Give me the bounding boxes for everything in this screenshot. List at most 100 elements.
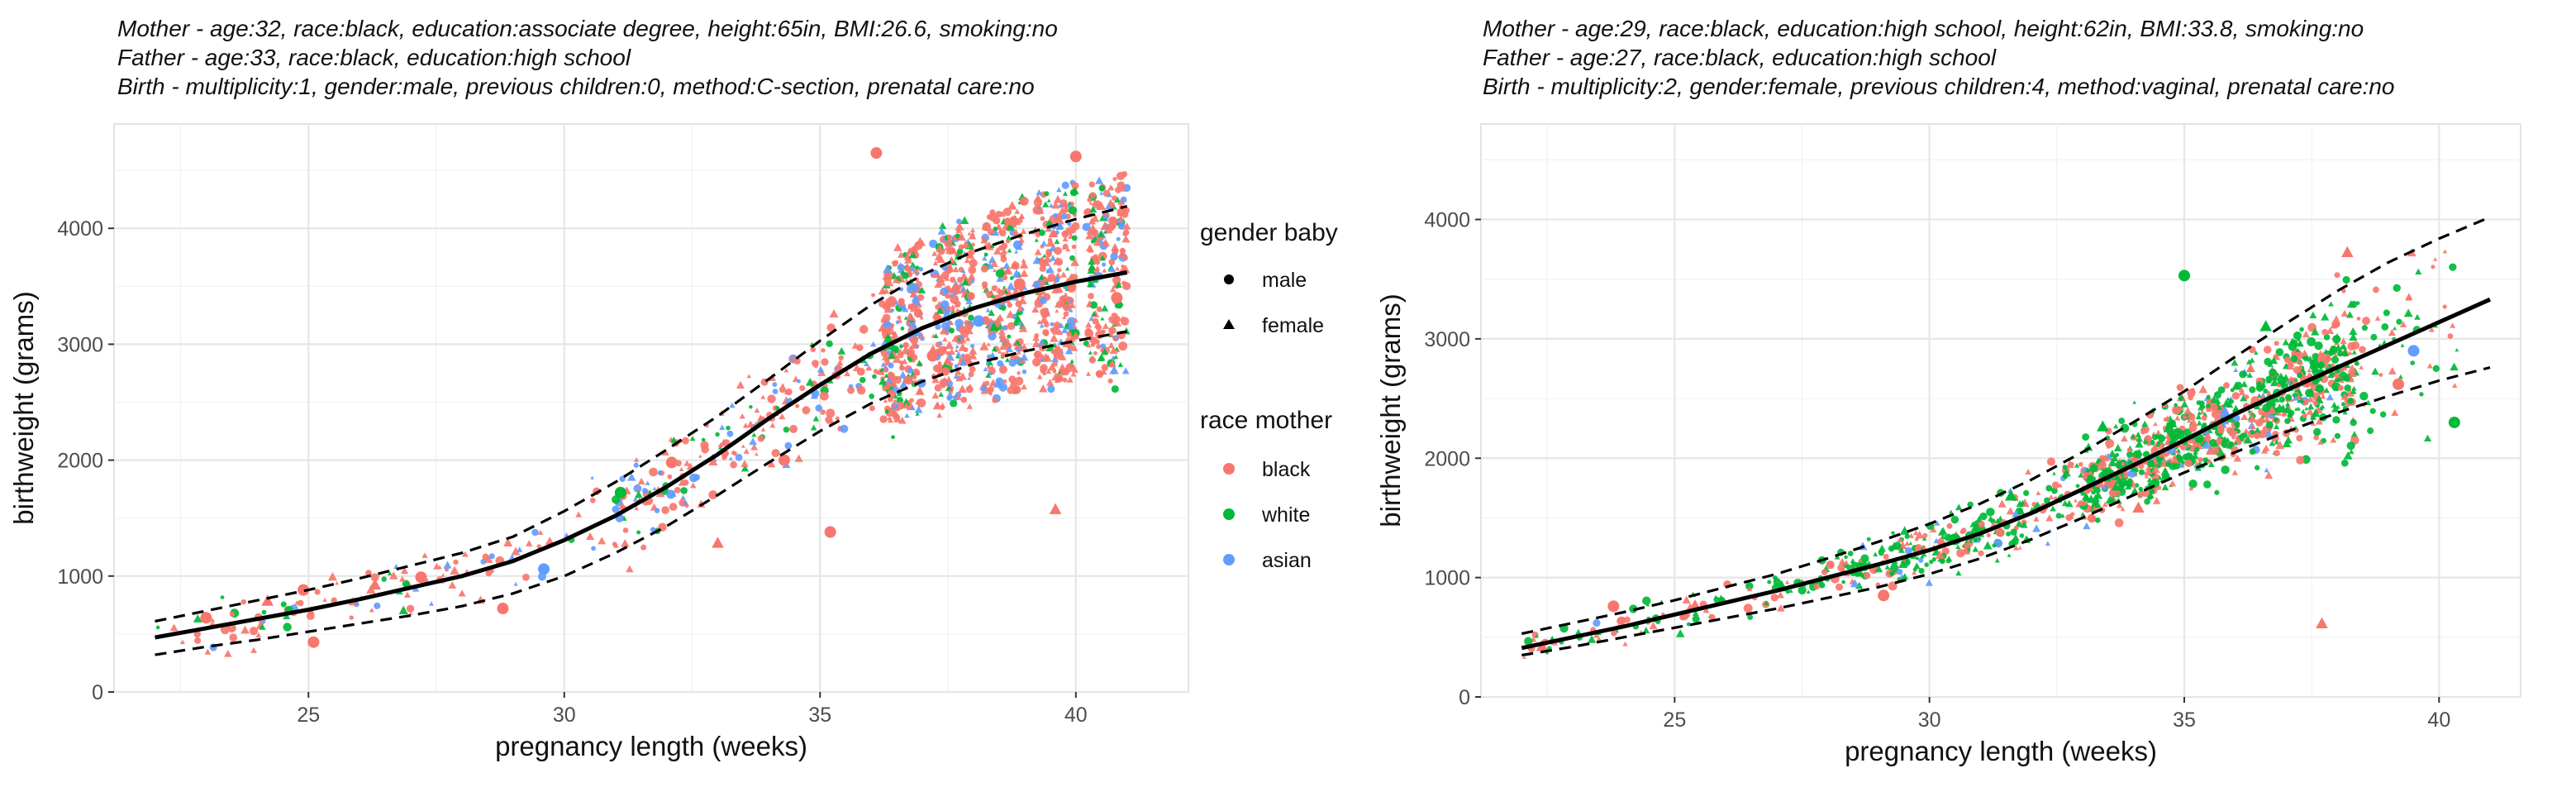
scatter-point (937, 340, 944, 346)
scatter-point (193, 630, 201, 638)
y-tick-label: 3000 (57, 333, 103, 356)
scatter-point (893, 243, 902, 251)
subtitle-line: Mother - age:32, race:black, education:a… (117, 16, 1058, 41)
scatter-point (2333, 315, 2340, 321)
scatter-point (2211, 410, 2220, 418)
scatter-point (2254, 403, 2261, 410)
scatter-point (2106, 468, 2111, 473)
scatter-point (1019, 196, 1029, 206)
scatter-point (2020, 498, 2030, 508)
scatter-point (1014, 208, 1021, 214)
scatter-point (2284, 401, 2291, 407)
scatter-point (2433, 257, 2438, 261)
scatter-point (1014, 354, 1020, 360)
scatter-point (2447, 333, 2454, 340)
scatter-point (2202, 422, 2207, 428)
scatter-point (965, 298, 974, 305)
scatter-point (1972, 546, 1979, 552)
scatter-point (943, 355, 953, 365)
scatter-point (1120, 315, 1126, 321)
scatter-point (1071, 235, 1078, 241)
scatter-point (2155, 433, 2160, 439)
scatter-point (851, 341, 859, 349)
scatter-point (2205, 406, 2212, 413)
scatter-point (2153, 422, 2158, 427)
scatter-point (1935, 550, 1945, 559)
scatter-point (1055, 308, 1059, 313)
scatter-point (2343, 375, 2350, 382)
scatter-point (902, 306, 909, 313)
x-tick-label: 30 (1918, 709, 1941, 732)
scatter-point (1649, 622, 1658, 630)
scatter-point (2259, 417, 2265, 423)
scatter-point (2320, 394, 2326, 399)
scatter-point (1873, 551, 1878, 557)
scatter-point (633, 484, 642, 493)
scatter-point (2359, 346, 2366, 354)
scatter-point (934, 280, 943, 289)
scatter-point (772, 382, 778, 388)
scatter-point (2284, 394, 2293, 401)
scatter-point (1122, 255, 1128, 261)
scatter-point (915, 272, 919, 276)
scatter-point (788, 398, 793, 402)
scatter-point (2197, 456, 2203, 463)
scatter-point (1931, 557, 1936, 562)
scatter-point (636, 488, 640, 492)
scatter-point (2012, 509, 2021, 518)
scatter-point (1100, 343, 1107, 349)
x-tick-label: 40 (2427, 709, 2450, 732)
scatter-point (2450, 322, 2456, 328)
scatter-point (1089, 301, 1098, 309)
scatter-point (2230, 388, 2235, 393)
scatter-point (1071, 182, 1079, 190)
scatter-point (2113, 444, 2122, 451)
scatter-point (1050, 334, 1059, 342)
scatter-point (1069, 298, 1074, 303)
scatter-point (760, 427, 766, 432)
scatter-point (1038, 354, 1047, 362)
scatter-point (2442, 304, 2447, 309)
scatter-point (2351, 350, 2357, 355)
data-point (2132, 501, 2145, 513)
scatter-point (864, 360, 869, 366)
scatter-point (2264, 470, 2274, 479)
scatter-point (634, 490, 643, 499)
scatter-point (2250, 430, 2255, 435)
scatter-point (2321, 437, 2326, 444)
scatter-point (1018, 324, 1028, 332)
scatter-point (387, 570, 393, 575)
scatter-point (1050, 322, 1055, 327)
scatter-point (989, 243, 995, 249)
scatter-point (2185, 442, 2192, 448)
scatter-point (2254, 351, 2259, 355)
scatter-point (2146, 477, 2153, 483)
data-point (1069, 150, 1082, 163)
scatter-point (1047, 273, 1056, 282)
scatter-point (887, 279, 894, 287)
scatter-point (2373, 286, 2379, 293)
scatter-point (1052, 361, 1058, 367)
scatter-point (898, 317, 903, 323)
scatter-point (708, 456, 718, 466)
scatter-point (2359, 365, 2364, 370)
scatter-point (2092, 499, 2102, 508)
scatter-point (2337, 384, 2344, 391)
scatter-point (1071, 331, 1080, 340)
scatter-point (821, 358, 829, 366)
scatter-point (2149, 488, 2155, 494)
scatter-point (992, 397, 998, 403)
scatter-point (1784, 580, 1790, 584)
scatter-point (1007, 322, 1016, 331)
scatter-point (2281, 412, 2287, 417)
scatter-point (1112, 247, 1118, 254)
scatter-point (1773, 578, 1781, 586)
scatter-point (462, 551, 469, 557)
scatter-point (915, 307, 924, 315)
scatter-point (2254, 427, 2262, 434)
scatter-point (1101, 348, 1109, 355)
scatter-point (1863, 571, 1871, 580)
scatter-point (888, 326, 894, 332)
scatter-point (960, 269, 966, 274)
scatter-point (670, 436, 678, 443)
